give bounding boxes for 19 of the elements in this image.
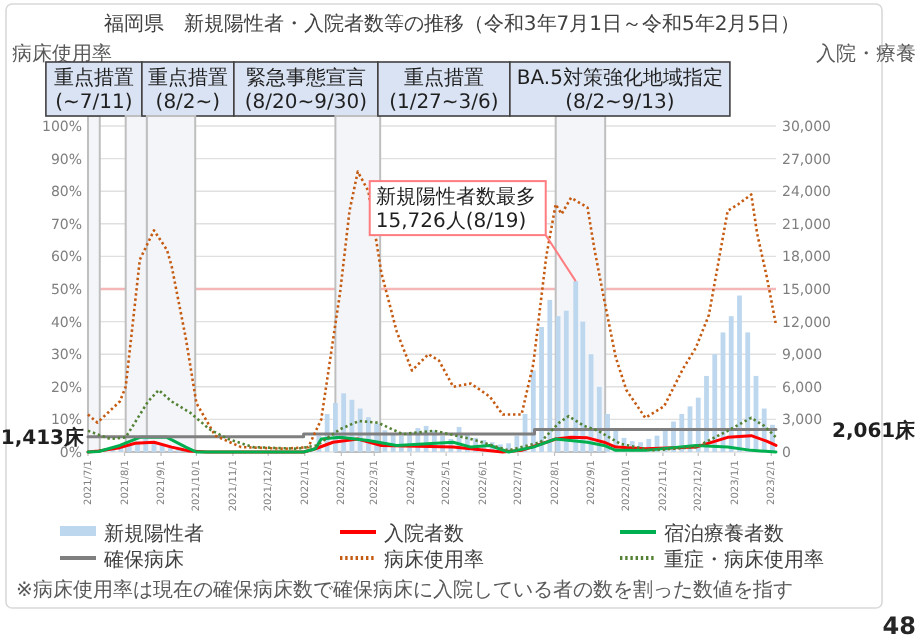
legend-label: 入院者数 (384, 522, 464, 546)
legend-label: 確保病床 (102, 548, 184, 572)
annotation: 新規陽性者数最多 15,726人(8/19) (375, 185, 536, 234)
text: 1,413床 (0, 425, 86, 450)
text: ※病床使用率は現在の確保病床数で確保病床に入院している者の数を割った数値を指す (16, 578, 793, 602)
band-label: 緊急事態宣言 (8/20~9/30) (244, 66, 368, 114)
band-label: BA.5対策強化地域指定 (8/2~9/13) (516, 66, 723, 114)
legend-label: 宿泊療養者数 (664, 522, 784, 546)
chart-title: 福岡県 新規陽性者・入院者数等の推移（令和3年7月1日～令和5年2月5日） (103, 12, 801, 36)
y2-axis-title: 入院・療養 (816, 42, 916, 66)
band-label: 重点措置 (8/2~) (147, 66, 228, 114)
text: 48 (882, 612, 916, 640)
y-axis-title: 病床使用率 (12, 42, 112, 66)
legend-label: 病床使用率 (384, 548, 484, 572)
band-label: 重点措置 (1/27~3/6) (389, 66, 499, 114)
legend-label: 重症・病床使用率 (664, 548, 824, 572)
text: 2,061床 (832, 418, 918, 443)
legend-label: 新規陽性者 (104, 522, 204, 546)
band-label: 重点措置 (~7/11) (53, 66, 134, 114)
